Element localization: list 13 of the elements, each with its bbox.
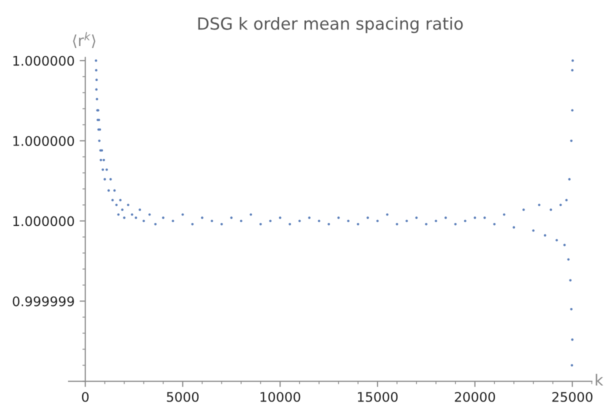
x-tick-label: 15000	[358, 392, 398, 402]
x-axis-title: k	[596, 374, 604, 386]
x-tick-label: 0	[82, 392, 89, 402]
y-tick-label: 0.999999	[12, 296, 74, 306]
y-tick-label: 1.000000	[13, 216, 74, 226]
x-tick-label: 5000	[166, 392, 199, 402]
x-tick-label: 25000	[552, 392, 592, 402]
y-axis-title: ⟨r$^{k}$⟩	[73, 32, 96, 48]
y-tick-label: 1.000000	[13, 56, 74, 66]
x-tick-label: 10000	[260, 392, 300, 402]
x-tick-label: 20000	[454, 392, 496, 402]
chart-title: DSG k order mean spacing ratio	[198, 16, 463, 34]
y-tick-label: 1.000000	[13, 136, 74, 146]
